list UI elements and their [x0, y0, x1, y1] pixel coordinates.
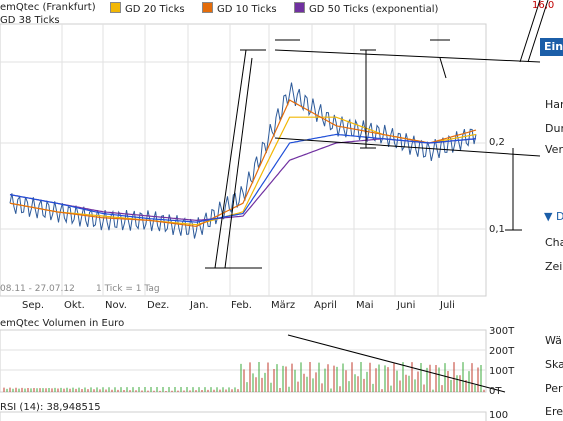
- month-label: Sep.: [22, 300, 45, 311]
- plot-frame: [0, 23, 487, 297]
- price-label-low: 0,1: [489, 224, 505, 235]
- month-label: April: [314, 300, 337, 311]
- sidebar-item[interactable]: Zei: [545, 260, 563, 273]
- volume-bars: [3, 362, 485, 392]
- volume-grid: [0, 329, 487, 421]
- sidebar-item[interactable]: Dur: [545, 122, 563, 135]
- sidebar-item[interactable]: Per: [545, 382, 563, 395]
- volume-tick: 0T: [489, 386, 502, 397]
- sidebar-item[interactable]: Cha: [545, 236, 563, 249]
- sidebar-section-toggle[interactable]: ▼ D: [544, 210, 563, 223]
- trend-annotations: [205, 0, 549, 393]
- series-lines: [9, 82, 477, 239]
- rsi-tick: 100: [489, 410, 509, 421]
- month-label: Nov.: [105, 300, 127, 311]
- legend-swatch-gd50: [294, 2, 305, 13]
- date-range: 08.11 - 27.07.12: [0, 284, 75, 294]
- volume-title: emQtec Volumen in Euro: [0, 318, 125, 329]
- sidebar-button[interactable]: Ein: [540, 38, 563, 56]
- volume-tick: 100T: [489, 366, 515, 377]
- volume-tick: 300T: [489, 326, 515, 337]
- month-label: Feb.: [231, 300, 252, 311]
- month-label: Juli: [440, 300, 455, 311]
- legend-item-gd10[interactable]: GD 10 Ticks: [202, 2, 277, 15]
- volume-tick: 200T: [489, 346, 515, 357]
- legend-item-price[interactable]: emQtec (Frankfurt): [0, 2, 96, 13]
- month-label: Jan.: [190, 300, 209, 311]
- legend-item-gd50[interactable]: GD 50 Ticks (exponential): [294, 2, 438, 15]
- sidebar-item[interactable]: Ver: [545, 143, 563, 156]
- month-label: Okt.: [64, 300, 85, 311]
- sidebar-item[interactable]: Han: [545, 98, 563, 111]
- price-label-mid: 0,2: [489, 137, 505, 148]
- tick-info: 1 Tick = 1 Tag: [96, 284, 160, 294]
- sidebar-item[interactable]: Ere: [545, 405, 563, 418]
- volume-frame: [0, 329, 487, 393]
- rsi-frame: [0, 411, 487, 421]
- chart-grid: [0, 23, 487, 297]
- series-line-0: [9, 82, 477, 239]
- legend-swatch-gd10: [202, 2, 213, 13]
- sidebar-item[interactable]: Wä: [545, 334, 562, 347]
- month-label: Juni: [397, 300, 416, 311]
- series-line-4: [9, 133, 477, 223]
- rsi-title: RSI (14): 38,948515: [0, 402, 101, 413]
- month-label: Dez.: [147, 300, 170, 311]
- month-label: Mai: [356, 300, 374, 311]
- price-label-top: 16,0: [532, 0, 555, 11]
- series-line-2: [9, 99, 477, 228]
- month-label: März: [271, 300, 296, 311]
- sidebar-item[interactable]: Ska: [545, 358, 563, 371]
- legend-swatch-gd20: [110, 2, 121, 13]
- legend-item-gd38[interactable]: GD 38 Ticks: [0, 15, 60, 26]
- legend-item-gd20[interactable]: GD 20 Ticks: [110, 2, 185, 15]
